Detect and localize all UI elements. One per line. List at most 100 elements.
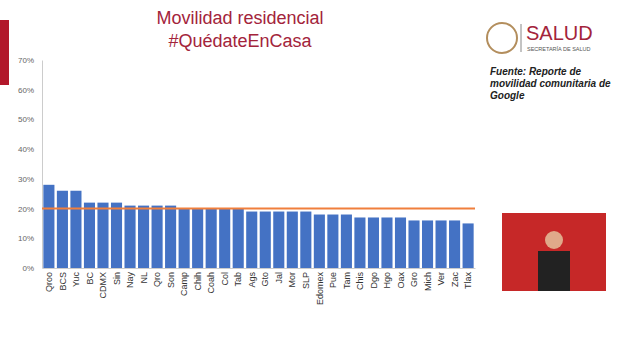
x-tick: Nay [125,268,135,288]
x-tick-label: Nay [125,272,135,289]
source-line: Google [490,90,525,101]
x-tick-label: Ags [247,272,257,288]
y-tick-label: 10% [18,234,34,243]
x-tick: Pue [328,268,338,288]
plot-area [42,185,475,268]
bar [314,215,325,268]
x-tick-label: Qroo [44,272,54,292]
logo-emblem [487,23,517,53]
background [0,0,635,357]
x-tick: Chis [355,268,365,290]
y-tick-label: 40% [18,145,34,154]
source-line: movilidad comunitaria de [490,78,611,89]
x-tick: NL [139,268,149,284]
x-tick: Sin [112,268,122,285]
bar [124,206,135,268]
y-tick: 30% [18,175,42,184]
x-tick: Mich [423,268,433,291]
x-tick-label: Gto [260,272,270,287]
interpreter-head [545,231,563,249]
x-tick: Zac [450,268,460,287]
bar [206,209,217,268]
y-tick-label: 70% [18,56,34,65]
x-tick: Son [166,268,176,288]
source: Fuente: Reporte demovilidad comunitaria … [490,66,611,101]
bar [449,220,460,268]
x-tick: Gro [409,268,419,287]
x-tick: Coah [206,268,216,294]
y-tick-label: 0% [22,264,34,273]
x-tick: Hgo [382,268,392,289]
source-line: Fuente: Reporte de [490,66,582,77]
x-tick-label: Tam [342,272,352,289]
bar [192,209,203,268]
x-tick-label: Tab [233,272,243,287]
x-tick-label: Sin [112,272,122,285]
bar [246,212,257,268]
bar [327,215,338,268]
x-tick: BCS [58,268,68,291]
bar [368,217,379,268]
bar [260,212,271,268]
reference-line [42,208,475,210]
x-tick-label: Camp [179,272,189,296]
title: Movilidad residencial [156,8,323,28]
x-tick: Jal [274,268,284,284]
y-tick-label: 60% [18,86,34,95]
x-tick: Edomex [315,268,325,305]
bar [273,212,284,268]
chart: Movilidad residencial #QuédateEnCasa SALUD… [0,0,635,357]
bar [422,220,433,268]
x-tick: Tab [233,268,243,287]
interpreter-box [502,213,606,291]
x-tick-label: Tlax [463,272,473,290]
y-tick: 60% [18,86,42,95]
x-tick-label: BC [85,272,95,285]
x-tick-label: Chis [355,272,365,291]
x-tick-label: Dgo [369,272,379,289]
x-tick: Camp [179,268,189,296]
y-tick: 50% [18,115,42,124]
x-tick: Tlax [463,268,473,289]
y-tick: 0% [22,264,42,273]
x-tick-label: Chih [193,272,203,291]
y-axis: 0%10%20%30%40%50%60%70% [18,56,43,273]
bar [152,206,163,268]
x-tick-label: Gro [409,272,419,287]
interpreter-body [538,251,570,291]
x-tick-label: Ver [436,272,446,286]
x-tick: CDMX [98,268,108,299]
logo-divider [521,24,522,52]
x-tick-label: BCS [58,272,68,291]
bar [111,203,122,268]
bar [165,206,176,268]
x-tick: Gto [260,268,270,287]
bar [43,185,54,268]
bar [57,191,68,268]
bar [70,191,81,268]
x-tick: Qroo [44,268,54,292]
bar [395,217,406,268]
logo-name: SALUD [526,22,593,44]
bar [84,203,95,268]
y-axis-line [42,61,43,269]
logo-subtitle: SECRETARÍA DE SALUD [527,46,590,52]
x-tick-label: Mor [287,272,297,288]
x-tick-label: SLP [301,272,311,289]
y-tick: 70% [18,56,42,65]
x-tick: Chih [193,268,203,291]
bar [354,217,365,268]
x-tick: BC [85,268,95,285]
bar [233,209,244,268]
x-tick-label: Oax [396,272,406,289]
x-tick: Ver [436,268,446,286]
x-tick: Yuc [71,268,81,287]
x-tick: Mor [287,268,297,288]
x-tick-label: Mich [423,272,433,291]
x-tick-label: Qro [152,272,162,287]
x-tick: Qro [152,268,162,287]
bar [179,209,190,268]
x-tick: Oax [396,268,406,289]
x-tick-label: Yuc [71,272,81,288]
subtitle: #QuédateEnCasa [168,31,312,51]
